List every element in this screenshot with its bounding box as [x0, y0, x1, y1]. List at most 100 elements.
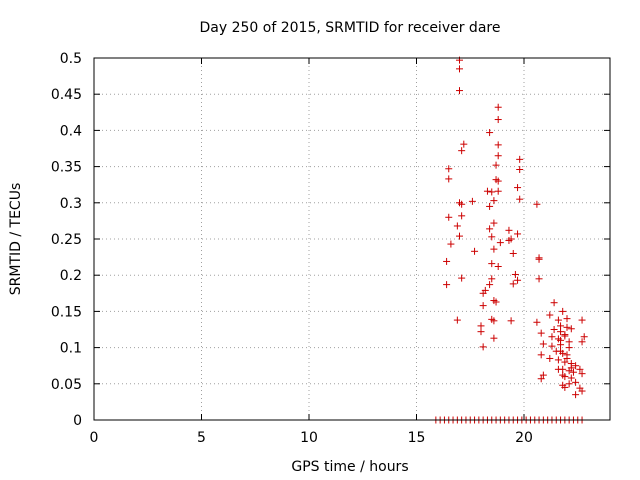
data-point	[453, 222, 461, 230]
data-point	[557, 347, 565, 355]
data-point	[563, 354, 571, 362]
data-point	[561, 358, 569, 366]
data-point	[554, 365, 562, 373]
data-point	[537, 375, 545, 383]
data-point	[578, 316, 586, 324]
data-point	[458, 147, 466, 155]
data-point	[479, 289, 487, 297]
data-point	[557, 322, 565, 330]
data-point	[533, 200, 541, 208]
data-point	[535, 255, 543, 263]
data-point	[576, 365, 584, 373]
data-point	[492, 298, 500, 306]
data-point	[479, 302, 487, 310]
data-point	[514, 230, 522, 238]
data-point	[567, 325, 575, 333]
data-point	[567, 364, 575, 372]
data-point	[505, 226, 513, 234]
data-point	[507, 235, 515, 243]
data-point	[490, 197, 498, 205]
data-point	[486, 281, 494, 289]
x-tick-label: 15	[408, 430, 426, 446]
data-point	[563, 323, 571, 331]
x-tick-label: 10	[300, 430, 318, 446]
chart-title: Day 250 of 2015, SRMTID for receiver dar…	[200, 20, 501, 36]
data-point	[445, 175, 453, 183]
data-point	[535, 275, 543, 283]
data-point	[490, 334, 498, 342]
data-point	[516, 165, 524, 173]
data-point	[533, 318, 541, 326]
x-axis-label: GPS time / hours	[291, 459, 408, 475]
data-point	[509, 249, 517, 257]
data-point	[554, 356, 562, 364]
data-point	[563, 315, 571, 323]
data-point	[572, 391, 580, 399]
grid	[94, 58, 610, 420]
data-point	[546, 311, 554, 319]
data-point	[557, 336, 565, 344]
data-point	[479, 343, 487, 351]
data-point	[496, 239, 504, 247]
data-point	[445, 165, 453, 173]
data-point	[494, 263, 502, 271]
data-point	[460, 140, 468, 148]
data-point	[550, 326, 558, 333]
data-point	[490, 245, 498, 253]
data-point	[494, 187, 502, 195]
y-tick-label: 0.4	[60, 123, 82, 139]
data-point	[445, 213, 453, 221]
data-point	[468, 197, 476, 205]
data-point	[507, 317, 515, 325]
data-point	[488, 233, 496, 241]
data-point	[494, 103, 502, 111]
data-point	[458, 212, 466, 220]
y-tick-label: 0	[73, 413, 82, 429]
y-tick-label: 0.35	[51, 160, 82, 176]
data-point	[511, 270, 519, 278]
data-point	[559, 381, 567, 389]
data-point	[516, 155, 524, 163]
data-point	[494, 141, 502, 149]
data-point	[539, 371, 547, 379]
plot-frame	[93, 57, 611, 421]
y-tick-label: 0.45	[51, 87, 82, 103]
data-point	[488, 260, 496, 268]
data-point	[548, 333, 556, 341]
data-point	[578, 370, 586, 378]
data-point	[565, 338, 573, 346]
data-point	[516, 195, 524, 203]
x-tick-label: 20	[515, 430, 533, 446]
data-point	[494, 177, 502, 185]
data-point	[567, 374, 575, 382]
data-point	[509, 280, 517, 288]
y-tick-label: 0.15	[51, 304, 82, 320]
data-point	[572, 378, 580, 386]
data-point	[490, 219, 498, 227]
data-point	[456, 232, 463, 240]
data-point	[565, 380, 573, 388]
data-point	[514, 184, 522, 192]
data-point	[443, 281, 451, 289]
data-point	[569, 368, 577, 376]
data-point	[537, 351, 545, 359]
data-points	[432, 56, 588, 424]
data-point	[550, 299, 558, 307]
data-point	[483, 187, 491, 195]
data-point	[514, 276, 522, 284]
data-point	[539, 340, 547, 348]
data-point	[458, 274, 466, 282]
y-tick-label: 0.05	[51, 377, 82, 393]
data-point	[490, 317, 498, 325]
y-tick-label: 0.3	[60, 196, 82, 212]
data-point	[492, 161, 500, 169]
data-point	[580, 333, 588, 341]
data-point	[537, 329, 545, 337]
data-point	[458, 200, 466, 208]
data-point	[471, 247, 479, 255]
data-point	[578, 387, 586, 395]
data-point	[477, 328, 485, 336]
data-point	[572, 362, 580, 370]
data-point	[578, 338, 586, 346]
data-point	[488, 275, 496, 283]
